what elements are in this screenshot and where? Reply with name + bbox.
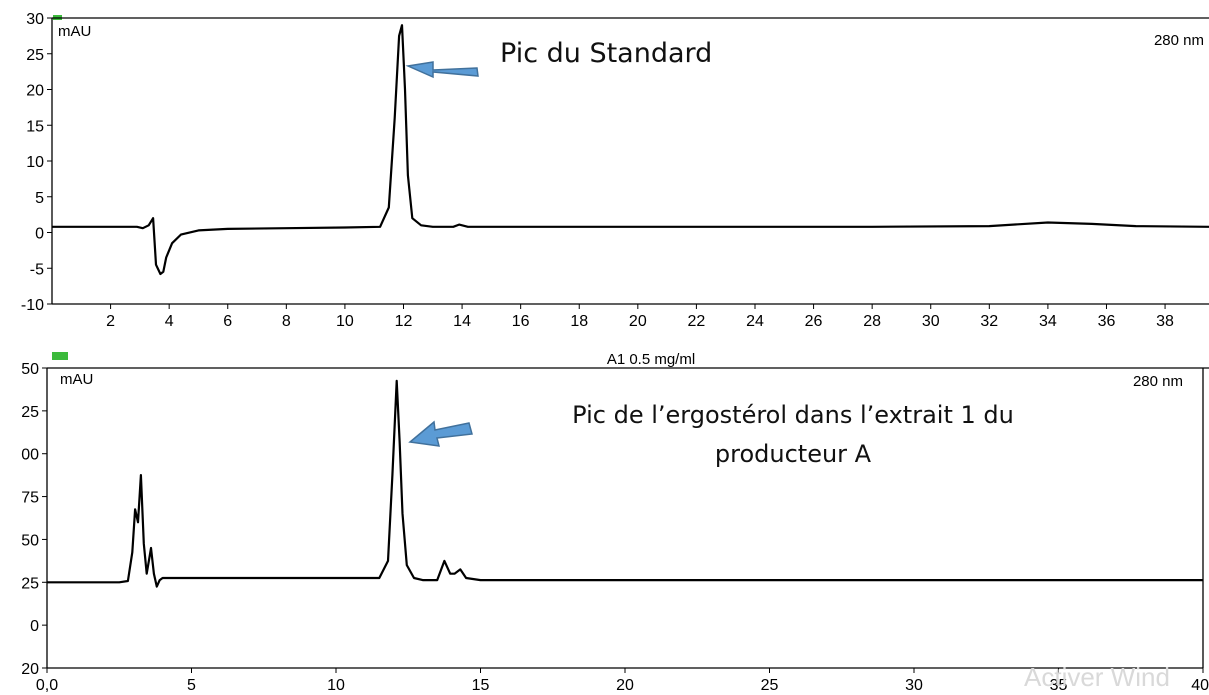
x-tick-label: 15 xyxy=(472,677,490,694)
y-tick-label: 0 xyxy=(35,226,44,243)
y-tick-label: 50 xyxy=(21,532,39,549)
y-tick-label: 15 xyxy=(26,118,44,135)
y-tick-label: 00 xyxy=(21,447,39,464)
y-tick-label: 50 xyxy=(21,361,39,378)
x-tick-label: 25 xyxy=(761,677,779,694)
y-tick-label: 30 xyxy=(26,11,44,28)
y-unit-label: mAU xyxy=(58,23,91,40)
x-tick-label: 32 xyxy=(980,313,998,330)
x-tick-label: 35 xyxy=(1050,677,1068,694)
x-tick-label: 10 xyxy=(336,313,354,330)
annotation-arrow xyxy=(408,420,473,447)
x-tick-label: 38 xyxy=(1156,313,1174,330)
wavelength-label: 280 nm xyxy=(1154,32,1204,49)
x-tick-label: 2 xyxy=(106,313,115,330)
y-tick-label: 25 xyxy=(26,47,44,64)
y-tick-labels: 30 25 20 15 10 5 0 -5 -10 xyxy=(21,11,52,314)
x-tick-labels: 2 4 6 8 10 12 14 16 18 20 22 24 26 28 30 32 34 36 38 xyxy=(106,304,1174,330)
x-tick-label: 16 xyxy=(512,313,530,330)
wavelength-label: 280 nm xyxy=(1133,373,1183,390)
annotation-ergosterol-line1: Pic de l’ergostérol dans l’extrait 1 du xyxy=(572,401,1014,429)
y-tick-label: -10 xyxy=(21,297,44,314)
annotation-standard-peak: Pic du Standard xyxy=(500,38,712,69)
x-tick-label: 20 xyxy=(629,313,647,330)
x-tick-label: 10 xyxy=(327,677,345,694)
x-tick-label: 30 xyxy=(922,313,940,330)
x-tick-label: 30 xyxy=(905,677,923,694)
activate-windows-watermark: Activer Wind xyxy=(1024,662,1170,692)
x-tick-label: 4 xyxy=(165,313,174,330)
x-tick-label: 12 xyxy=(395,313,413,330)
x-tick-label: 18 xyxy=(570,313,588,330)
y-tick-label: 0 xyxy=(30,618,39,635)
y-tick-label: 10 xyxy=(26,154,44,171)
y-tick-label: 75 xyxy=(21,490,39,507)
x-tick-label: 14 xyxy=(453,313,471,330)
y-tick-labels: 50 25 00 75 50 25 0 20 xyxy=(21,361,47,678)
chart-panel-extract: A1 0.5 mg/ml 50 25 00 75 50 25 0 20 0,0 5 10 15 20 2… xyxy=(21,351,1209,694)
x-tick-label: 24 xyxy=(746,313,764,330)
x-tick-label: 22 xyxy=(688,313,706,330)
annotation-ergosterol-line2: producteur A xyxy=(715,440,872,468)
chromatogram-trace xyxy=(52,24,1209,276)
x-tick-label: 20 xyxy=(616,677,634,694)
y-unit-label: mAU xyxy=(60,371,93,388)
y-tick-label: -5 xyxy=(30,261,44,278)
x-tick-label: 5 xyxy=(187,677,196,694)
annotation-arrow xyxy=(405,61,479,79)
y-tick-label: 5 xyxy=(35,190,44,207)
x-tick-label: 28 xyxy=(863,313,881,330)
x-tick-labels: 0,0 5 10 15 20 25 30 35 40 xyxy=(36,668,1209,694)
sample-title: A1 0.5 mg/ml xyxy=(607,351,695,368)
x-tick-label: 6 xyxy=(223,313,232,330)
y-tick-label: 25 xyxy=(21,575,39,592)
x-tick-label: 8 xyxy=(282,313,291,330)
x-tick-label: 26 xyxy=(805,313,823,330)
x-tick-label: 36 xyxy=(1098,313,1116,330)
panel-marker xyxy=(52,352,68,360)
x-tick-label: 0,0 xyxy=(36,677,58,694)
y-tick-label: 20 xyxy=(26,83,44,100)
x-tick-label: 34 xyxy=(1039,313,1057,330)
chromatogram-trace xyxy=(47,379,1203,588)
y-tick-label: 25 xyxy=(21,404,39,421)
y-tick-label: 20 xyxy=(21,661,39,678)
x-tick-label: 40 xyxy=(1191,677,1209,694)
